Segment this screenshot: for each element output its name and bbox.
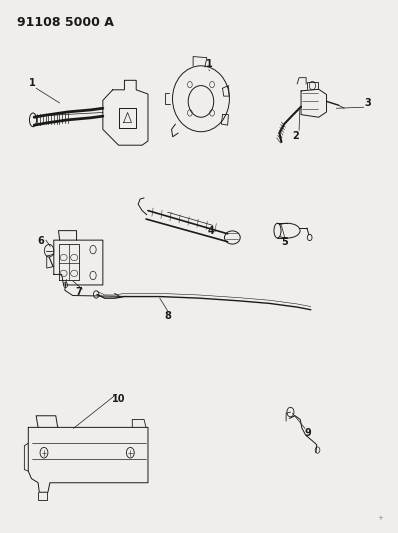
Text: 1: 1 xyxy=(29,78,35,88)
Text: 8: 8 xyxy=(164,311,171,321)
Ellipse shape xyxy=(29,113,37,127)
Circle shape xyxy=(287,407,294,417)
Text: 9: 9 xyxy=(305,427,312,438)
Text: 1: 1 xyxy=(206,60,213,69)
Ellipse shape xyxy=(188,86,214,117)
Text: +: + xyxy=(377,515,383,521)
Text: 2: 2 xyxy=(292,131,298,141)
Text: 91108 5000 A: 91108 5000 A xyxy=(16,16,113,29)
Ellipse shape xyxy=(172,66,229,132)
Circle shape xyxy=(127,447,134,458)
Text: 10: 10 xyxy=(112,394,125,405)
Ellipse shape xyxy=(275,223,300,238)
Ellipse shape xyxy=(274,223,281,238)
Text: 4: 4 xyxy=(207,225,214,236)
Circle shape xyxy=(94,291,99,298)
Ellipse shape xyxy=(224,231,240,244)
Text: 7: 7 xyxy=(75,287,82,297)
Text: 6: 6 xyxy=(38,236,45,246)
Circle shape xyxy=(40,447,48,458)
Text: 5: 5 xyxy=(281,237,288,247)
Text: 3: 3 xyxy=(365,98,371,108)
Circle shape xyxy=(44,244,54,257)
